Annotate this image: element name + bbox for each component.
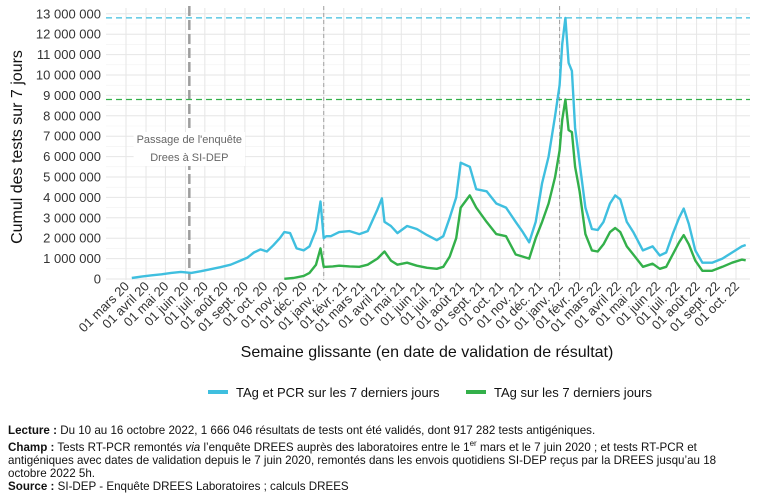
note-champ-label: Champ : bbox=[8, 440, 55, 454]
note-source-text: SI-DEP - Enquête DREES Laboratoires ; ca… bbox=[54, 479, 349, 493]
y-tick-label: 9 000 000 bbox=[43, 88, 101, 103]
annotation-background bbox=[133, 132, 246, 166]
y-tick-label: 5 000 000 bbox=[43, 170, 101, 185]
legend: TAg et PCR sur les 7 derniers jours TAg … bbox=[208, 385, 652, 400]
y-tick-label: 1 000 000 bbox=[43, 251, 101, 266]
y-axis-label: Cumul des tests sur 7 jours bbox=[9, 50, 26, 244]
y-tick-label: 12 000 000 bbox=[36, 27, 101, 42]
note-champ-sup: er bbox=[469, 439, 477, 448]
y-tick-label: 10 000 000 bbox=[36, 68, 101, 83]
note-source-label: Source : bbox=[8, 479, 55, 493]
y-tick-label: 13 000 000 bbox=[36, 6, 101, 21]
series bbox=[131, 16, 747, 280]
note-champ-via: via bbox=[185, 440, 201, 454]
note-lecture-label: Lecture : bbox=[8, 424, 57, 437]
legend-label-total: TAg et PCR sur les 7 derniers jours bbox=[236, 385, 440, 400]
y-tick-label: 11 000 000 bbox=[37, 47, 101, 62]
footnotes: Lecture : Du 10 au 16 octobre 2022, 1 66… bbox=[8, 424, 756, 493]
note-lecture: Lecture : Du 10 au 16 octobre 2022, 1 66… bbox=[8, 424, 756, 437]
x-axis-label: Semaine glissante (en date de validation… bbox=[241, 344, 614, 361]
y-tick-label: 4 000 000 bbox=[43, 190, 101, 205]
annotation-line-1: Passage de l'enquête bbox=[137, 134, 242, 146]
y-tick-label: 7 000 000 bbox=[43, 129, 101, 144]
y-tick-label: 0 bbox=[94, 272, 101, 287]
reference-lines bbox=[106, 6, 750, 280]
note-champ-text-2: l’enquête DREES auprès des laboratoires … bbox=[200, 440, 470, 454]
chart-svg: 0 1 000 000 2 000 000 3 000 000 4 000 000 5 0… bbox=[9, 6, 750, 400]
note-champ: Champ : Tests RT-PCR remontés via l’enqu… bbox=[8, 437, 756, 480]
note-source: Source : SI-DEP - Enquête DREES Laborato… bbox=[8, 480, 756, 493]
series-line-tag bbox=[284, 98, 746, 280]
series-line-total bbox=[131, 16, 747, 280]
note-champ-text-3: mars et le 7 juin 2020 ; et tests RT-PCR… bbox=[8, 440, 717, 480]
y-tick-label: 2 000 000 bbox=[43, 231, 101, 246]
y-tick-label: 3 000 000 bbox=[43, 210, 101, 225]
y-tick-label: 6 000 000 bbox=[43, 149, 101, 164]
y-tick-label: 8 000 000 bbox=[43, 108, 101, 123]
note-lecture-text: Du 10 au 16 octobre 2022, 1 666 046 résu… bbox=[56, 424, 596, 437]
annotation-line-2: Drees à SI-DEP bbox=[150, 152, 228, 164]
chart: 0 1 000 000 2 000 000 3 000 000 4 000 000 5 0… bbox=[9, 6, 750, 400]
y-axis-ticks: 0 1 000 000 2 000 000 3 000 000 4 000 000 5 0… bbox=[36, 6, 101, 286]
note-champ-text-1: Tests RT-PCR remontés bbox=[54, 440, 186, 454]
legend-label-tag: TAg sur les 7 derniers jours bbox=[494, 385, 652, 400]
